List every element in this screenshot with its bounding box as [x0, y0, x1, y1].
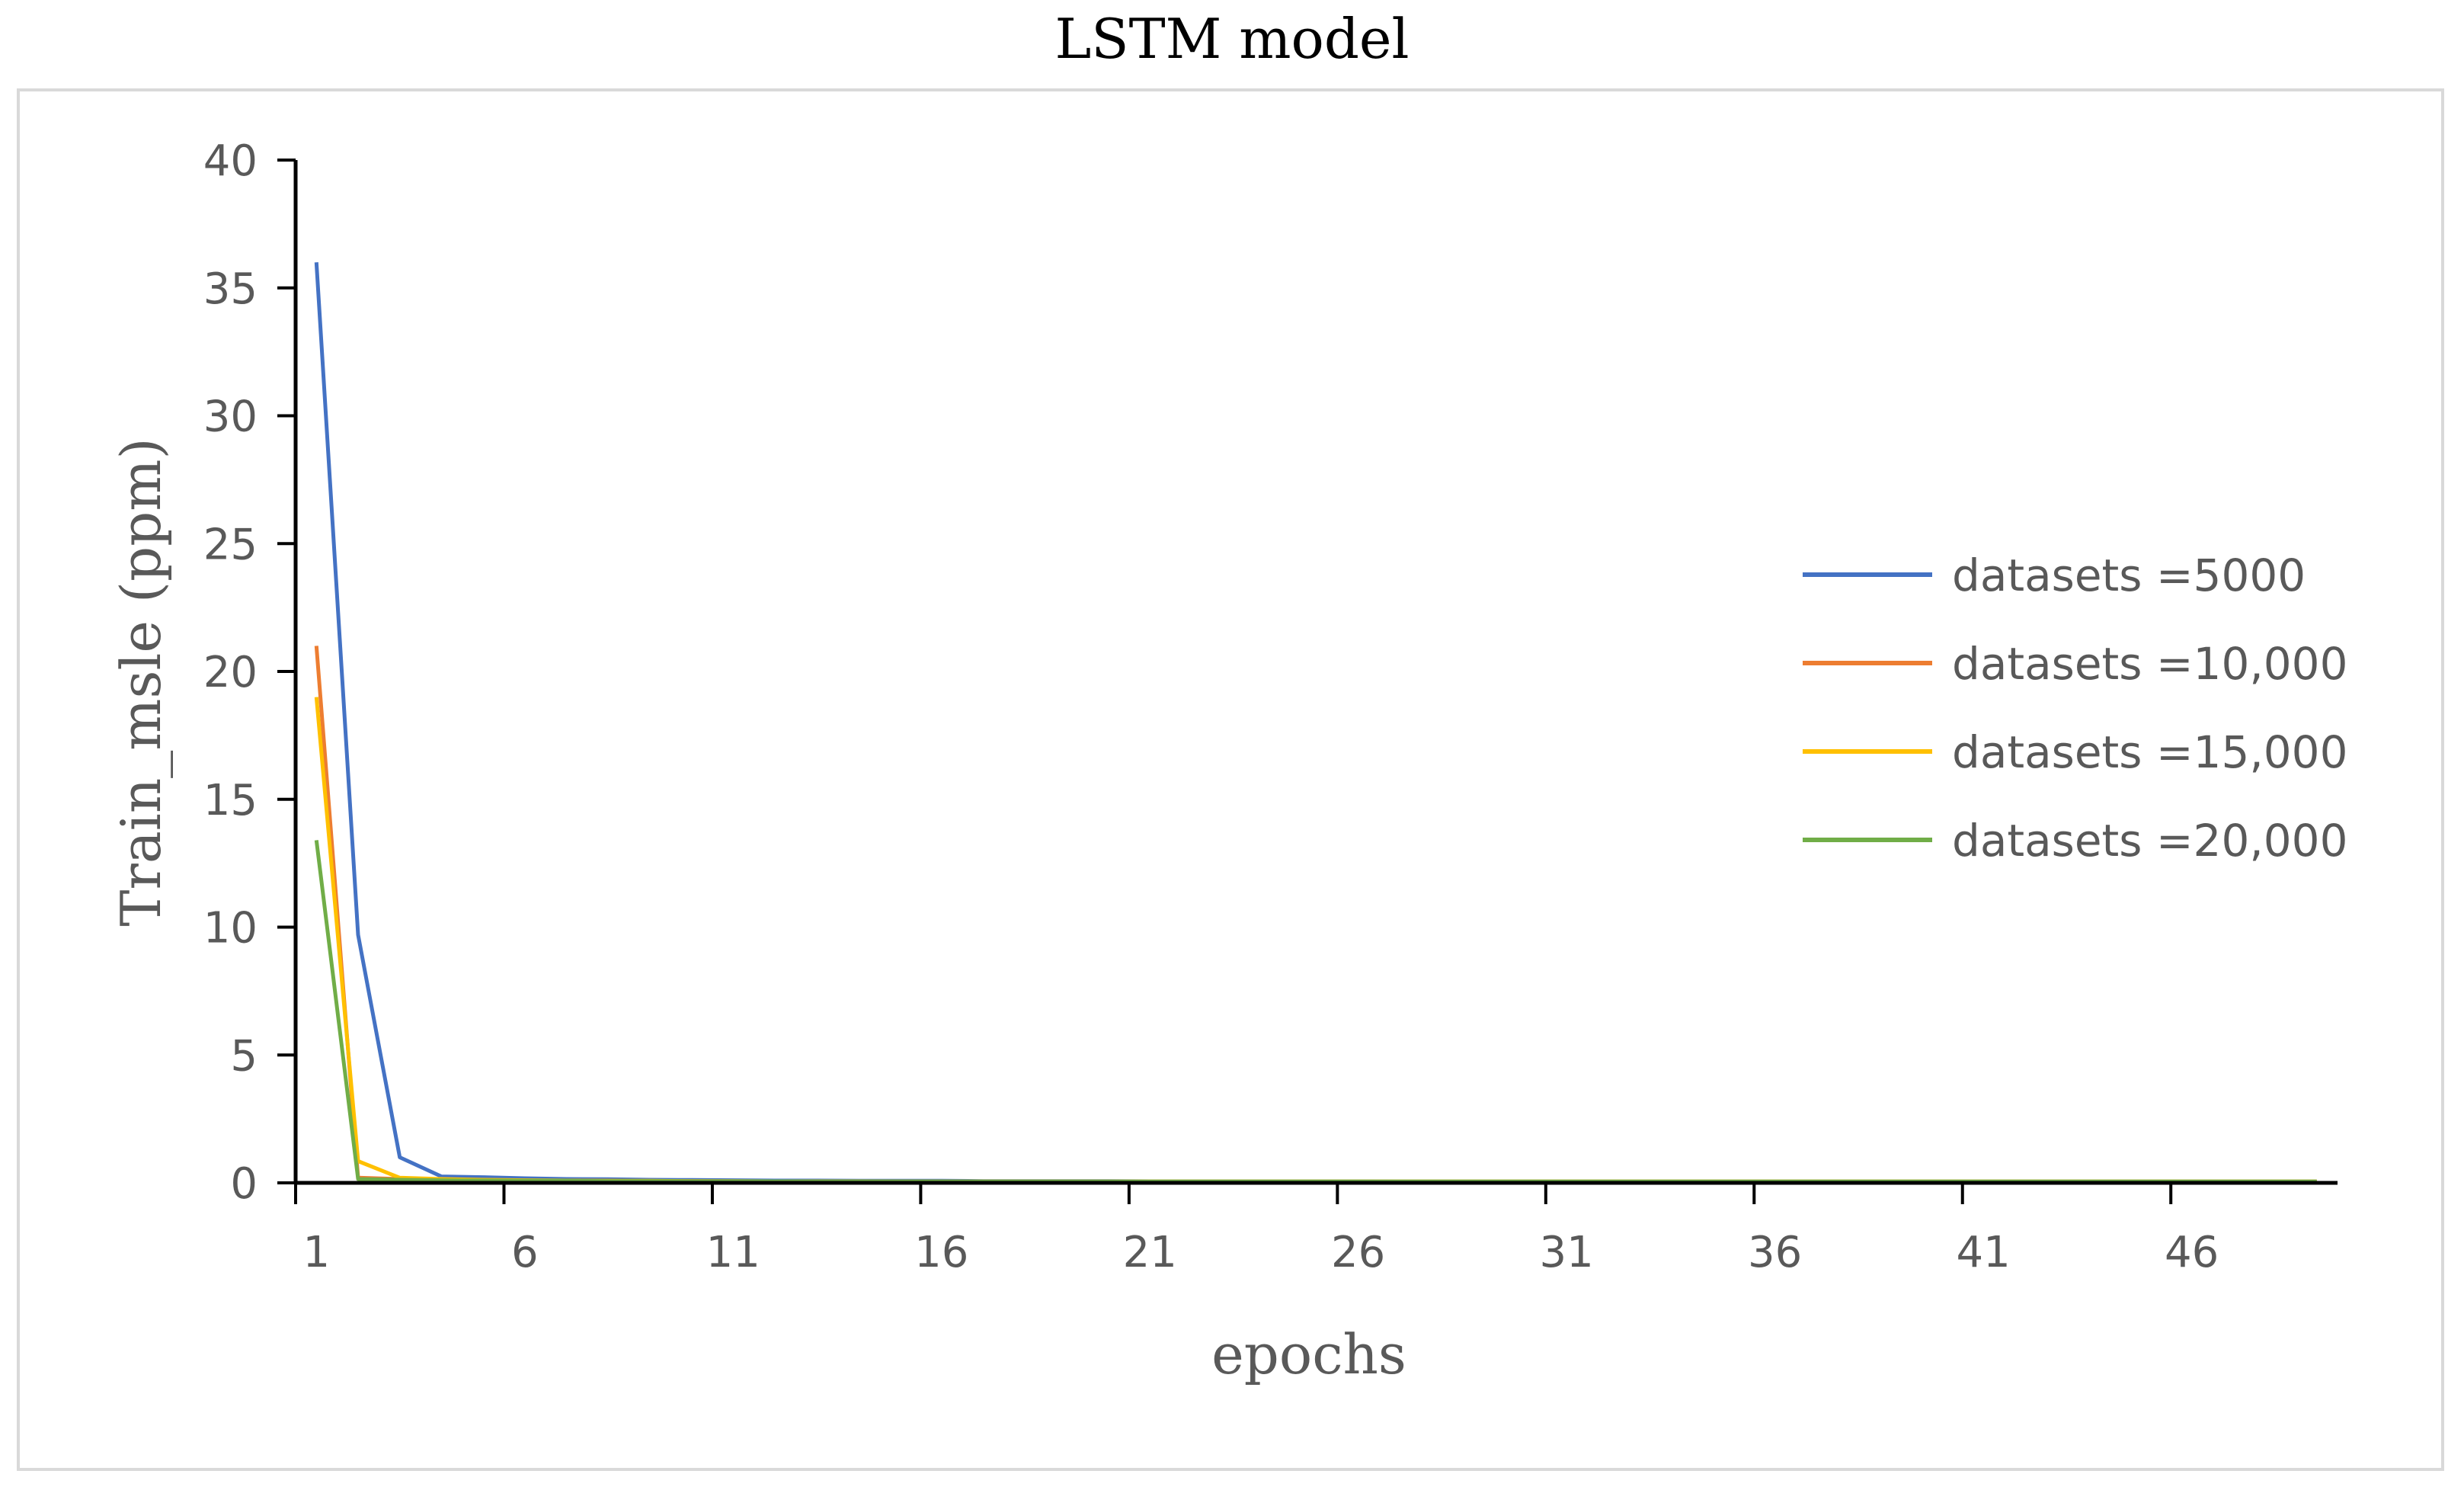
x-tick-label: 46 [2165, 1228, 2219, 1277]
x-axis-title: epochs [1211, 1322, 1406, 1386]
series-layer [314, 262, 2317, 1184]
y-tick-label: 10 [203, 904, 258, 953]
series-line-1 [314, 262, 2317, 1184]
y-tick-label: 20 [203, 648, 258, 697]
x-tick-label: 11 [706, 1228, 760, 1277]
y-tick-label: 40 [203, 136, 258, 186]
y-tick-label: 5 [230, 1031, 258, 1081]
series-line-4 [314, 840, 2317, 1184]
x-tick-label: 36 [1748, 1228, 1802, 1277]
legend-label-1: datasets =5000 [1952, 550, 2306, 601]
x-tick-label: 21 [1123, 1228, 1177, 1277]
x-tick-label: 26 [1331, 1228, 1385, 1277]
y-tick-label: 15 [203, 776, 258, 825]
y-tick-label: 30 [203, 393, 258, 442]
x-tick-label: 6 [511, 1228, 539, 1277]
x-tick-label: 1 [303, 1228, 331, 1277]
chart-title: LSTM model [1054, 7, 1409, 71]
y-tick-label: 0 [230, 1159, 258, 1209]
legend: datasets =5000 datasets =10,000 datasets =… [1803, 550, 2347, 867]
y-tick-label: 35 [203, 264, 258, 314]
y-axis-title: Train_msle (ppm) [109, 437, 173, 926]
y-axis-ticks: 0 5 10 15 20 25 30 35 40 [203, 136, 296, 1209]
legend-label-4: datasets =20,000 [1952, 815, 2347, 867]
x-axis-ticks: 1 6 11 16 21 26 31 36 41 46 [294, 1183, 2219, 1277]
legend-label-2: datasets =10,000 [1952, 638, 2347, 690]
chart-frame [17, 88, 2444, 1471]
y-tick-label: 25 [203, 520, 258, 569]
legend-label-3: datasets =15,000 [1952, 726, 2347, 778]
x-tick-label: 31 [1540, 1228, 1594, 1277]
x-tick-label: 16 [914, 1228, 968, 1277]
x-tick-label: 41 [1956, 1228, 2010, 1277]
